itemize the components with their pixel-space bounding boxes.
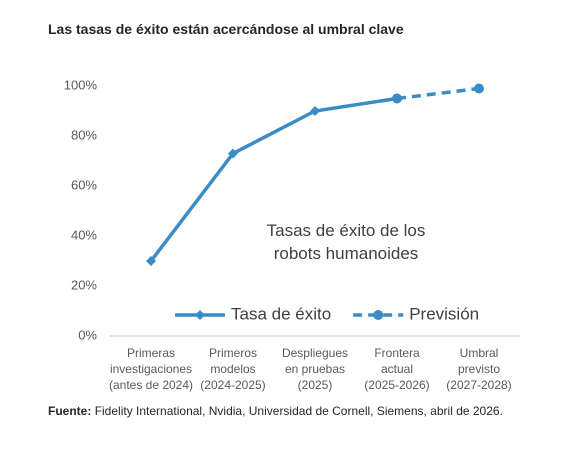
series-line <box>149 96 398 263</box>
annotation: robots humanoides <box>274 244 419 263</box>
x-tick-label-line: en pruebas <box>285 362 345 376</box>
x-tick-label-line: investigaciones <box>110 362 192 376</box>
marker <box>195 310 205 320</box>
x-tick-label: Primeras investigaciones (antes de 2024) <box>109 346 193 392</box>
x-tick-label: Despliegues en pruebas (2025) <box>282 346 348 392</box>
x-tick-label: Primeros modelos (2024-2025) <box>200 346 265 392</box>
x-tick-label-line: Despliegues <box>282 346 348 360</box>
marker <box>392 93 402 104</box>
x-tick-label-line: (antes de 2024) <box>109 378 193 392</box>
legend-item: Tasa de éxito <box>175 304 331 323</box>
x-tick-label-line: (2025) <box>298 378 333 392</box>
source-text: Fidelity International, Nvidia, Universi… <box>94 404 503 418</box>
y-tick-label: 80% <box>71 127 97 142</box>
chart: Las tasas de éxito están acercándose al … <box>48 21 520 392</box>
x-tick-label-line: Frontera <box>374 346 420 360</box>
x-tick-label-line: Primeros <box>209 346 257 360</box>
source-label: Fuente: <box>48 404 92 418</box>
x-tick-label-line: previsto <box>458 362 500 376</box>
x-tick-label-line: (2027-2028) <box>446 378 511 392</box>
y-tick-label: 100% <box>64 77 98 92</box>
marker <box>228 148 238 159</box>
y-tick-label: 60% <box>71 177 97 192</box>
chart-title: Las tasas de éxito están acercándose al … <box>48 21 404 37</box>
legend-label: Previsión <box>409 304 479 323</box>
series-line <box>396 86 480 101</box>
legend-item: Previsión <box>353 304 479 323</box>
legend-label: Tasa de éxito <box>231 304 331 323</box>
y-tick-label: 40% <box>71 227 97 242</box>
x-tick-label-line: Primeras <box>127 346 175 360</box>
x-tick-label-line: Umbral <box>460 346 499 360</box>
x-tick-label-line: actual <box>381 362 413 376</box>
x-tick-label: Frontera actual (2025-2026) <box>364 346 429 392</box>
x-tick-label-line: (2024-2025) <box>200 378 265 392</box>
x-tick-label: Umbral previsto (2027-2028) <box>446 346 511 392</box>
x-tick-label-line: (2025-2026) <box>364 378 429 392</box>
annotation: Tasas de éxito de los <box>267 221 426 240</box>
y-tick-label: 0% <box>78 327 97 342</box>
marker <box>474 83 484 94</box>
source: Fuente: Fidelity International, Nvidia, … <box>48 402 528 420</box>
marker <box>310 106 320 116</box>
y-tick-label: 20% <box>71 277 97 292</box>
marker <box>146 256 156 266</box>
x-tick-label-line: modelos <box>210 362 255 376</box>
marker <box>373 310 384 320</box>
